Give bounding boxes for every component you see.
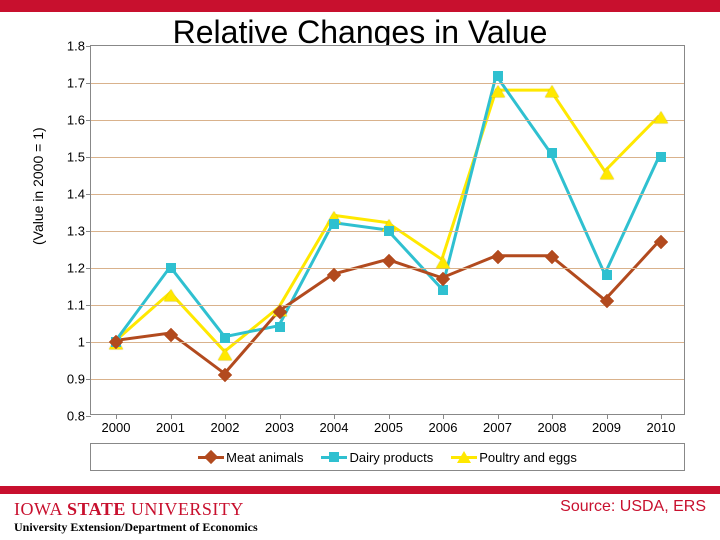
x-tick-label: 2005 [374,414,403,435]
x-tick-label: 2000 [102,414,131,435]
x-tick-label: 2008 [538,414,567,435]
marker-meat [436,272,450,286]
gridline [91,157,684,158]
y-tick-label: 1.6 [67,113,91,128]
marker-poultry [436,256,450,268]
x-tick-label: 2003 [265,414,294,435]
institution-logo: IOWA STATE UNIVERSITY [14,499,258,520]
x-tick-label: 2001 [156,414,185,435]
x-tick-label: 2002 [211,414,240,435]
square-icon [329,452,339,462]
legend-item-meat: Meat animals [198,450,303,465]
marker-meat [599,294,613,308]
gridline [91,83,684,84]
x-tick-label: 2009 [592,414,621,435]
legend: Meat animals Dairy products Poultry and eg… [90,443,685,471]
legend-label: Meat animals [226,450,303,465]
legend-label: Poultry and eggs [479,450,577,465]
marker-dairy [220,333,230,343]
y-axis-label: (Value in 2000 = 1) [30,127,46,245]
marker-dairy [493,71,503,81]
marker-dairy [547,148,557,158]
legend-item-poultry: Poultry and eggs [451,450,577,465]
x-tick-label: 2010 [647,414,676,435]
marker-dairy [602,270,612,280]
y-tick-label: 1.7 [67,76,91,91]
y-tick-label: 1.3 [67,224,91,239]
top-red-bar [0,0,720,12]
marker-meat [163,328,177,342]
marker-meat [381,254,395,268]
gridline [91,305,684,306]
series-line-dairy [116,75,659,340]
marker-meat [654,235,668,249]
y-tick-label: 1.8 [67,39,91,54]
gridline [91,120,684,121]
marker-meat [545,250,559,264]
gridline [91,268,684,269]
gridline [91,342,684,343]
marker-dairy [656,152,666,162]
institution-prefix: IOWA [14,499,67,519]
marker-poultry [164,289,178,301]
institution-mid: STATE [67,499,126,519]
marker-dairy [438,285,448,295]
y-tick-label: 1.2 [67,261,91,276]
gridline [91,194,684,195]
gridline [91,379,684,380]
marker-poultry [600,167,614,179]
x-tick-label: 2007 [483,414,512,435]
institution-block: IOWA STATE UNIVERSITY University Extensi… [14,499,258,535]
marker-poultry [654,111,668,123]
source-text: Source: USDA, ERS [560,498,706,516]
institution-suffix: UNIVERSITY [126,499,244,519]
marker-dairy [329,219,339,229]
marker-meat [490,250,504,264]
plot-area: 0.80.911.11.21.31.41.51.61.71.8200020012… [90,45,685,415]
y-tick-label: 1.1 [67,298,91,313]
x-tick-label: 2004 [320,414,349,435]
footer: IOWA STATE UNIVERSITY University Extensi… [0,486,720,540]
triangle-icon [457,451,471,463]
legend-label: Dairy products [349,450,433,465]
y-tick-label: 0.8 [67,409,91,424]
marker-dairy [384,226,394,236]
y-tick-label: 1 [78,335,91,350]
marker-poultry [545,86,559,98]
chart-container: (Value in 2000 = 1) 0.80.911.11.21.31.41… [20,35,700,480]
marker-poultry [218,348,232,360]
y-tick-label: 1.5 [67,150,91,165]
bottom-red-bar [0,486,720,494]
marker-poultry [491,86,505,98]
x-tick-label: 2006 [429,414,458,435]
y-tick-label: 1.4 [67,187,91,202]
institution-subtitle: University Extension/Department of Econo… [14,520,258,535]
marker-dairy [166,263,176,273]
marker-meat [327,268,341,282]
y-tick-label: 0.9 [67,372,91,387]
marker-meat [218,368,232,382]
marker-dairy [275,322,285,332]
legend-item-dairy: Dairy products [321,450,433,465]
diamond-icon [204,450,218,464]
